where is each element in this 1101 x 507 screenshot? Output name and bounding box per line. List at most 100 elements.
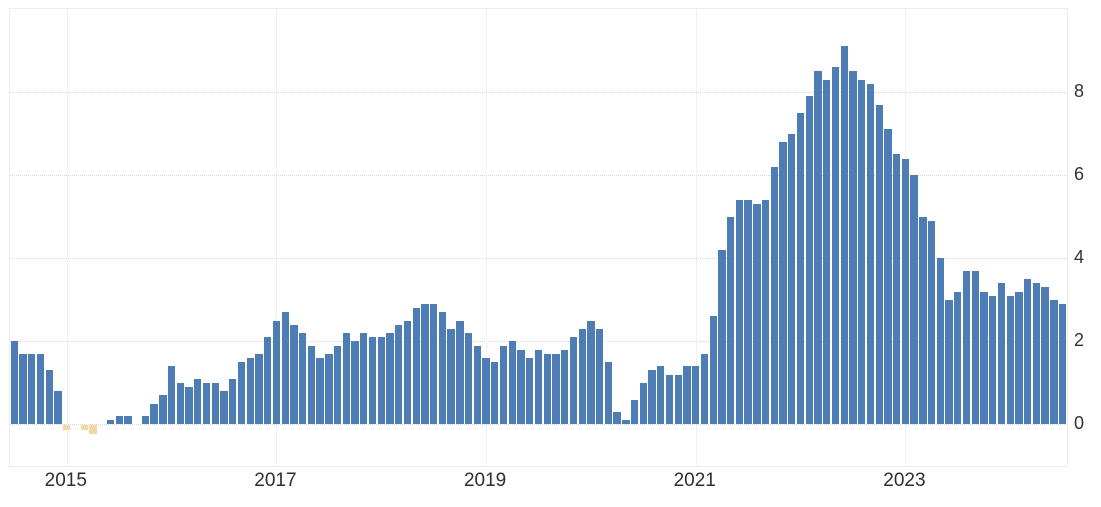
bar[interactable] [595, 328, 604, 425]
bar[interactable] [482, 357, 490, 425]
bar[interactable] [255, 353, 263, 425]
bar[interactable] [211, 382, 219, 425]
bar[interactable] [569, 337, 578, 425]
bar[interactable] [831, 67, 840, 425]
bar[interactable] [272, 320, 281, 425]
bar[interactable] [674, 374, 682, 425]
bar[interactable] [1024, 279, 1032, 425]
bar[interactable] [412, 308, 420, 425]
bar[interactable] [622, 420, 630, 425]
bar[interactable] [307, 345, 316, 425]
bar[interactable] [587, 320, 595, 425]
bar[interactable] [377, 337, 385, 425]
bar[interactable] [709, 316, 717, 425]
bar[interactable] [229, 378, 237, 425]
bar[interactable] [718, 249, 726, 425]
bar[interactable] [63, 425, 71, 430]
bar[interactable] [526, 357, 534, 425]
bar[interactable] [910, 175, 918, 425]
bar[interactable] [447, 328, 455, 425]
bar[interactable] [639, 382, 647, 425]
bar[interactable] [805, 96, 813, 425]
bar[interactable] [840, 46, 848, 425]
bar[interactable] [683, 366, 691, 425]
bar[interactable] [875, 104, 883, 425]
bar[interactable] [858, 79, 866, 425]
bar[interactable] [971, 270, 979, 425]
bar[interactable] [796, 112, 805, 425]
bar[interactable] [788, 133, 796, 425]
bar[interactable] [333, 345, 342, 425]
bar[interactable] [849, 71, 857, 425]
bar[interactable] [430, 303, 438, 425]
bar[interactable] [115, 416, 123, 425]
bar[interactable] [264, 337, 272, 425]
bar[interactable] [80, 425, 88, 430]
bar[interactable] [237, 362, 246, 425]
bar[interactable] [403, 320, 412, 425]
bar[interactable] [150, 403, 158, 425]
bar[interactable] [351, 341, 359, 425]
bar[interactable] [770, 166, 779, 425]
bar[interactable] [980, 291, 988, 425]
bar[interactable] [10, 341, 19, 425]
bar[interactable] [89, 425, 97, 434]
bar[interactable] [604, 362, 613, 425]
bar[interactable] [1006, 295, 1014, 425]
bar[interactable] [534, 349, 543, 425]
bar[interactable] [281, 312, 289, 425]
bar[interactable] [1015, 291, 1023, 425]
bar[interactable] [692, 366, 700, 425]
bar[interactable] [945, 299, 953, 425]
bar[interactable] [613, 411, 621, 425]
bar[interactable] [892, 154, 901, 425]
bar[interactable] [54, 391, 62, 425]
bar[interactable] [727, 216, 735, 425]
bar[interactable] [185, 387, 193, 425]
bar[interactable] [1058, 303, 1067, 425]
bar[interactable] [578, 328, 586, 425]
bar[interactable] [290, 324, 298, 425]
bar[interactable] [954, 291, 962, 425]
bar[interactable] [194, 378, 202, 425]
bar[interactable] [919, 216, 927, 425]
bar[interactable] [630, 399, 639, 425]
bar[interactable] [360, 333, 368, 425]
bar[interactable] [814, 71, 822, 425]
bar[interactable] [28, 353, 36, 425]
bar[interactable] [543, 353, 551, 425]
bar[interactable] [508, 341, 516, 425]
bar[interactable] [159, 395, 167, 425]
bar[interactable] [744, 200, 752, 425]
bar[interactable] [657, 366, 665, 425]
bar[interactable] [761, 200, 770, 425]
bar[interactable] [176, 382, 184, 425]
bar[interactable] [561, 349, 569, 425]
bar[interactable] [141, 416, 150, 425]
bar[interactable] [491, 362, 499, 425]
bar[interactable] [395, 324, 403, 425]
bar[interactable] [456, 320, 464, 425]
bar[interactable] [927, 220, 936, 425]
bar[interactable] [473, 345, 481, 425]
bar[interactable] [936, 258, 944, 425]
bar[interactable] [989, 295, 997, 425]
bar[interactable] [421, 303, 429, 425]
bar[interactable] [753, 204, 761, 425]
bar[interactable] [648, 370, 656, 425]
bar[interactable] [700, 353, 709, 425]
bar[interactable] [438, 312, 447, 425]
bar[interactable] [316, 357, 324, 425]
bar[interactable] [167, 366, 176, 425]
bar[interactable] [962, 270, 971, 425]
bar[interactable] [19, 353, 27, 425]
bar[interactable] [325, 353, 333, 425]
bar[interactable] [124, 416, 132, 425]
bar[interactable] [552, 353, 560, 425]
bar[interactable] [298, 333, 307, 425]
bar[interactable] [36, 353, 45, 425]
bar[interactable] [386, 333, 394, 425]
bar[interactable] [202, 382, 211, 425]
bar[interactable] [997, 283, 1006, 425]
bar[interactable] [106, 420, 115, 425]
